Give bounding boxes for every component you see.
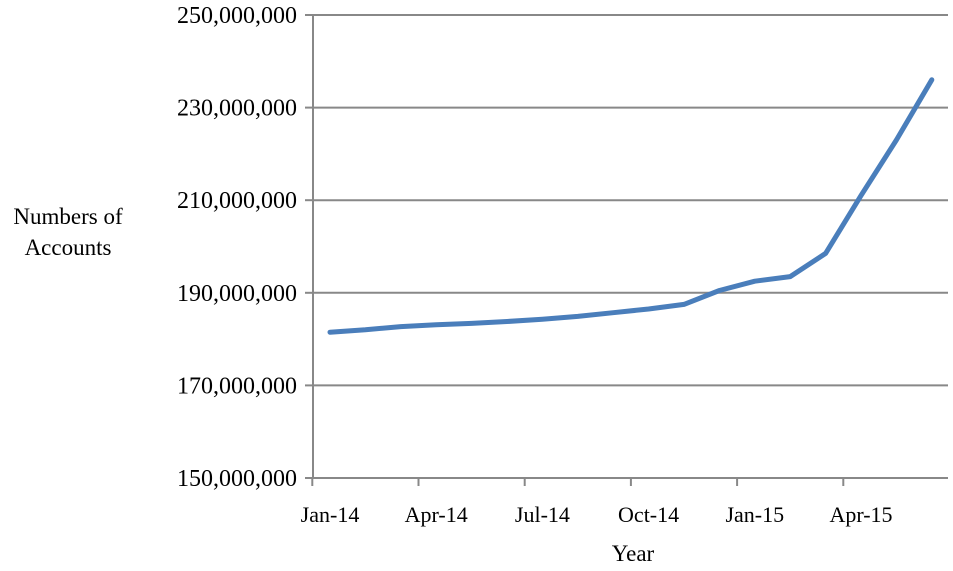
y-tick-label: 230,000,000 bbox=[177, 96, 297, 122]
y-tick-label: 250,000,000 bbox=[177, 3, 297, 29]
y-axis-title-line: Accounts bbox=[25, 235, 112, 260]
y-tick-label: 210,000,000 bbox=[177, 188, 297, 214]
x-axis-title: Year bbox=[612, 541, 655, 566]
x-tick-labels: Jan-14 Apr-14 Jul-14 Oct-14 Jan-15 Apr-15 bbox=[301, 502, 893, 527]
x-tick-label: Apr-15 bbox=[829, 502, 892, 527]
gridlines bbox=[313, 14, 948, 387]
y-tick-label: 150,000,000 bbox=[177, 466, 297, 492]
x-tick-label: Oct-14 bbox=[618, 502, 679, 527]
y-axis-title-line: Numbers of bbox=[13, 204, 123, 229]
x-tick-label: Jul-14 bbox=[515, 502, 570, 527]
y-tick-label: 190,000,000 bbox=[177, 281, 297, 307]
series-lines bbox=[327, 77, 935, 335]
axes bbox=[305, 14, 948, 486]
x-tick-label: Apr-14 bbox=[405, 502, 468, 527]
y-tick-labels: 150,000,000 170,000,000 190,000,000 210,000… bbox=[177, 3, 297, 492]
x-tick-label: Jan-14 bbox=[301, 502, 360, 527]
series-line bbox=[327, 77, 935, 335]
y-tick-label: 170,000,000 bbox=[177, 373, 297, 399]
x-tick-label: Jan-15 bbox=[725, 502, 784, 527]
y-axis-title: Numbers of Accounts bbox=[13, 204, 123, 260]
